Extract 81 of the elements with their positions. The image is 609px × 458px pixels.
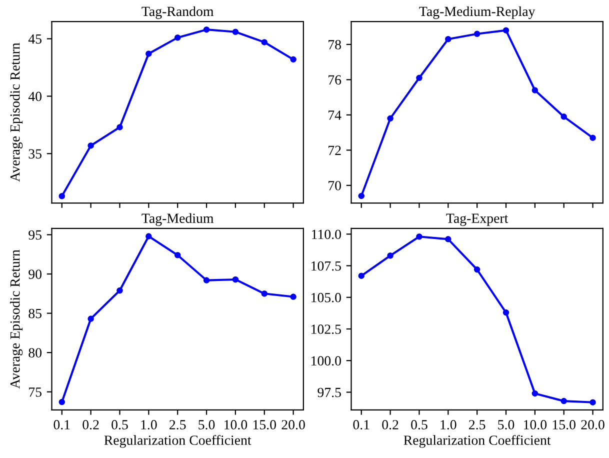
y-tick-label: 95 — [28, 230, 42, 240]
y-tick-label: 76 — [328, 75, 342, 85]
x-tick-label: 5.0 — [198, 420, 215, 430]
x-tick-label: 10.0 — [524, 420, 547, 430]
y-tick-label: 72 — [328, 146, 341, 155]
point — [416, 74, 422, 82]
x-tick-label: 0.5 — [112, 420, 128, 430]
y-tick-label: 100.0 — [311, 356, 341, 366]
y-axis-title: Average Episodic Return — [10, 42, 23, 182]
point — [590, 399, 596, 406]
point — [474, 30, 480, 37]
x-tick-label: 15.0 — [552, 420, 576, 430]
point — [232, 276, 239, 283]
point — [560, 398, 567, 404]
point — [445, 36, 452, 42]
point — [88, 316, 94, 322]
x-tick-label: 2.5 — [469, 420, 486, 430]
point — [358, 192, 364, 200]
chart-title: Tag-Medium-Replay — [419, 6, 536, 19]
y-tick-label: 80 — [28, 348, 42, 358]
point — [116, 124, 123, 130]
point — [358, 272, 364, 279]
point — [116, 287, 123, 294]
x-axis-title: Regularization Coefficient — [104, 435, 252, 448]
point — [203, 26, 210, 33]
x-tick-label: 0.1 — [54, 420, 70, 430]
y-tick-label: 75 — [29, 388, 42, 397]
y-tick-label: 90 — [28, 270, 42, 279]
y-tick-label: 40 — [28, 92, 42, 102]
point — [387, 115, 394, 122]
y-tick-label: 97.5 — [318, 388, 341, 398]
point — [416, 234, 422, 240]
point — [232, 28, 239, 35]
point — [146, 50, 152, 57]
chart-title: Tag-Medium — [142, 213, 214, 226]
y-axis-title: Average Episodic Return — [10, 250, 23, 389]
point — [174, 252, 181, 258]
x-tick-label: 20.0 — [282, 420, 305, 430]
point — [203, 277, 210, 284]
point — [532, 87, 538, 94]
x-tick-label: 1.0 — [141, 420, 157, 430]
point — [502, 27, 510, 34]
point — [290, 56, 296, 63]
point — [445, 236, 452, 242]
x-tick-label: 10.0 — [224, 420, 248, 430]
point — [261, 290, 268, 297]
point — [474, 266, 480, 273]
x-tick-label: 5.0 — [498, 420, 514, 430]
chart-title: Tag-Expert — [446, 214, 508, 226]
x-tick-label: 20.0 — [581, 420, 604, 430]
x-tick-label: 0.1 — [353, 420, 370, 430]
x-axis-title: Regularization Coefficient — [404, 435, 551, 448]
x-tick-label: 1.0 — [440, 420, 456, 430]
point — [560, 114, 567, 120]
y-tick-label: 70 — [328, 180, 341, 190]
x-tick-label: 0.2 — [382, 420, 398, 430]
y-tick-label: 110.0 — [312, 230, 341, 240]
y-tick-label: 45 — [28, 34, 42, 44]
point — [174, 34, 181, 41]
point — [532, 390, 538, 397]
y-tick-label: 105.0 — [311, 292, 341, 302]
chart-title: Tag-Random — [142, 6, 214, 19]
x-tick-label: 0.2 — [82, 420, 99, 430]
point — [58, 192, 66, 200]
point — [146, 233, 152, 240]
y-tick-label: 78 — [328, 40, 341, 50]
x-tick-label: 2.5 — [170, 420, 186, 430]
y-tick-label: 107.5 — [311, 261, 341, 271]
y-tick-label: 102.5 — [311, 324, 341, 334]
y-tick-label: 74 — [328, 110, 342, 120]
point — [88, 142, 94, 149]
y-tick-label: 85 — [28, 308, 42, 318]
point — [502, 309, 510, 316]
point — [590, 134, 596, 141]
x-tick-label: 0.5 — [411, 420, 428, 430]
y-tick-label: 35 — [28, 149, 42, 159]
point — [387, 252, 394, 259]
point — [290, 294, 296, 300]
x-tick-label: 15.0 — [253, 420, 276, 430]
point — [58, 398, 66, 406]
point — [261, 39, 268, 46]
